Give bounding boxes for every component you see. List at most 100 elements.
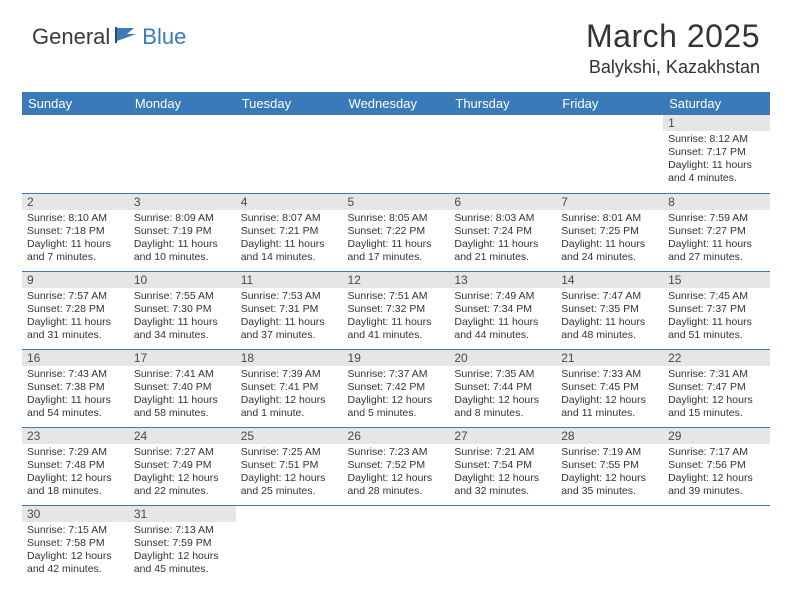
weekday-header: Thursday xyxy=(449,92,556,115)
calendar-cell: 14Sunrise: 7:47 AMSunset: 7:35 PMDayligh… xyxy=(556,271,663,349)
sunrise-line: Sunrise: 7:13 AM xyxy=(134,524,231,537)
calendar-body: 1Sunrise: 8:12 AMSunset: 7:17 PMDaylight… xyxy=(22,115,770,583)
sunrise-line: Sunrise: 7:55 AM xyxy=(134,290,231,303)
calendar-cell: 5Sunrise: 8:05 AMSunset: 7:22 PMDaylight… xyxy=(343,193,450,271)
calendar-cell: 31Sunrise: 7:13 AMSunset: 7:59 PMDayligh… xyxy=(129,505,236,583)
calendar-cell: 4Sunrise: 8:07 AMSunset: 7:21 PMDaylight… xyxy=(236,193,343,271)
sunset-line: Sunset: 7:21 PM xyxy=(241,225,338,238)
sunset-line: Sunset: 7:48 PM xyxy=(27,459,124,472)
sunrise-line: Sunrise: 7:27 AM xyxy=(134,446,231,459)
sunrise-line: Sunrise: 8:12 AM xyxy=(668,133,765,146)
day-number: 27 xyxy=(449,428,556,444)
sunset-line: Sunset: 7:40 PM xyxy=(134,381,231,394)
day-number: 26 xyxy=(343,428,450,444)
day-details: Sunrise: 8:12 AMSunset: 7:17 PMDaylight:… xyxy=(663,131,770,188)
day-number: 2 xyxy=(22,194,129,210)
daylight-line: Daylight: 11 hours and 31 minutes. xyxy=(27,316,124,342)
daylight-line: Daylight: 12 hours and 45 minutes. xyxy=(134,550,231,576)
calendar-cell: 30Sunrise: 7:15 AMSunset: 7:58 PMDayligh… xyxy=(22,505,129,583)
sunrise-line: Sunrise: 7:15 AM xyxy=(27,524,124,537)
sunrise-line: Sunrise: 7:35 AM xyxy=(454,368,551,381)
calendar-cell: 15Sunrise: 7:45 AMSunset: 7:37 PMDayligh… xyxy=(663,271,770,349)
daylight-line: Daylight: 11 hours and 41 minutes. xyxy=(348,316,445,342)
sunset-line: Sunset: 7:54 PM xyxy=(454,459,551,472)
calendar-cell: 25Sunrise: 7:25 AMSunset: 7:51 PMDayligh… xyxy=(236,427,343,505)
calendar-cell xyxy=(449,505,556,583)
calendar-cell: 7Sunrise: 8:01 AMSunset: 7:25 PMDaylight… xyxy=(556,193,663,271)
weekday-header: Sunday xyxy=(22,92,129,115)
sunset-line: Sunset: 7:18 PM xyxy=(27,225,124,238)
calendar-cell xyxy=(556,505,663,583)
calendar-week-row: 9Sunrise: 7:57 AMSunset: 7:28 PMDaylight… xyxy=(22,271,770,349)
calendar-cell: 21Sunrise: 7:33 AMSunset: 7:45 PMDayligh… xyxy=(556,349,663,427)
calendar-cell: 10Sunrise: 7:55 AMSunset: 7:30 PMDayligh… xyxy=(129,271,236,349)
calendar-cell xyxy=(236,505,343,583)
daylight-line: Daylight: 12 hours and 1 minute. xyxy=(241,394,338,420)
sunrise-line: Sunrise: 7:17 AM xyxy=(668,446,765,459)
day-number: 4 xyxy=(236,194,343,210)
daylight-line: Daylight: 12 hours and 25 minutes. xyxy=(241,472,338,498)
day-details: Sunrise: 7:53 AMSunset: 7:31 PMDaylight:… xyxy=(236,288,343,345)
day-details: Sunrise: 7:57 AMSunset: 7:28 PMDaylight:… xyxy=(22,288,129,345)
sunset-line: Sunset: 7:41 PM xyxy=(241,381,338,394)
calendar-week-row: 1Sunrise: 8:12 AMSunset: 7:17 PMDaylight… xyxy=(22,115,770,193)
daylight-line: Daylight: 11 hours and 14 minutes. xyxy=(241,238,338,264)
sunset-line: Sunset: 7:32 PM xyxy=(348,303,445,316)
sunset-line: Sunset: 7:42 PM xyxy=(348,381,445,394)
logo: General Blue xyxy=(32,18,186,50)
daylight-line: Daylight: 11 hours and 4 minutes. xyxy=(668,159,765,185)
sunrise-line: Sunrise: 7:49 AM xyxy=(454,290,551,303)
calendar-week-row: 16Sunrise: 7:43 AMSunset: 7:38 PMDayligh… xyxy=(22,349,770,427)
calendar-cell: 27Sunrise: 7:21 AMSunset: 7:54 PMDayligh… xyxy=(449,427,556,505)
daylight-line: Daylight: 12 hours and 8 minutes. xyxy=(454,394,551,420)
day-number: 24 xyxy=(129,428,236,444)
day-number: 13 xyxy=(449,272,556,288)
calendar-table: Sunday Monday Tuesday Wednesday Thursday… xyxy=(22,92,770,583)
day-details: Sunrise: 7:27 AMSunset: 7:49 PMDaylight:… xyxy=(129,444,236,501)
day-details: Sunrise: 7:23 AMSunset: 7:52 PMDaylight:… xyxy=(343,444,450,501)
weekday-header: Wednesday xyxy=(343,92,450,115)
sunrise-line: Sunrise: 7:19 AM xyxy=(561,446,658,459)
sunset-line: Sunset: 7:47 PM xyxy=(668,381,765,394)
calendar-cell xyxy=(236,115,343,193)
daylight-line: Daylight: 12 hours and 35 minutes. xyxy=(561,472,658,498)
sunrise-line: Sunrise: 7:41 AM xyxy=(134,368,231,381)
day-details: Sunrise: 7:33 AMSunset: 7:45 PMDaylight:… xyxy=(556,366,663,423)
sunrise-line: Sunrise: 7:23 AM xyxy=(348,446,445,459)
sunrise-line: Sunrise: 7:47 AM xyxy=(561,290,658,303)
sunrise-line: Sunrise: 7:33 AM xyxy=(561,368,658,381)
day-details: Sunrise: 7:19 AMSunset: 7:55 PMDaylight:… xyxy=(556,444,663,501)
day-number: 17 xyxy=(129,350,236,366)
day-number: 9 xyxy=(22,272,129,288)
day-details: Sunrise: 8:05 AMSunset: 7:22 PMDaylight:… xyxy=(343,210,450,267)
day-details: Sunrise: 7:45 AMSunset: 7:37 PMDaylight:… xyxy=(663,288,770,345)
calendar-cell xyxy=(129,115,236,193)
day-number: 28 xyxy=(556,428,663,444)
day-number: 15 xyxy=(663,272,770,288)
calendar-cell: 1Sunrise: 8:12 AMSunset: 7:17 PMDaylight… xyxy=(663,115,770,193)
flag-icon xyxy=(114,25,140,50)
day-number: 23 xyxy=(22,428,129,444)
sunrise-line: Sunrise: 7:31 AM xyxy=(668,368,765,381)
day-details: Sunrise: 8:10 AMSunset: 7:18 PMDaylight:… xyxy=(22,210,129,267)
sunrise-line: Sunrise: 8:09 AM xyxy=(134,212,231,225)
sunset-line: Sunset: 7:59 PM xyxy=(134,537,231,550)
day-details: Sunrise: 7:21 AMSunset: 7:54 PMDaylight:… xyxy=(449,444,556,501)
calendar-cell: 9Sunrise: 7:57 AMSunset: 7:28 PMDaylight… xyxy=(22,271,129,349)
calendar-cell xyxy=(343,505,450,583)
day-details: Sunrise: 7:17 AMSunset: 7:56 PMDaylight:… xyxy=(663,444,770,501)
sunset-line: Sunset: 7:49 PM xyxy=(134,459,231,472)
calendar-cell: 17 Sunrise: 7:41 AMSunset: 7:40 PMDayligh… xyxy=(129,349,236,427)
day-details: Sunrise: 7:29 AMSunset: 7:48 PMDaylight:… xyxy=(22,444,129,501)
calendar-cell: 11Sunrise: 7:53 AMSunset: 7:31 PMDayligh… xyxy=(236,271,343,349)
sunset-line: Sunset: 7:34 PM xyxy=(454,303,551,316)
daylight-line: Daylight: 11 hours and 44 minutes. xyxy=(454,316,551,342)
daylight-line: Daylight: 11 hours and 58 minutes. xyxy=(134,394,231,420)
day-number: 31 xyxy=(129,506,236,522)
day-number: 22 xyxy=(663,350,770,366)
day-details: Sunrise: 7:13 AMSunset: 7:59 PMDaylight:… xyxy=(129,522,236,579)
calendar-cell: 24Sunrise: 7:27 AMSunset: 7:49 PMDayligh… xyxy=(129,427,236,505)
sunrise-line: Sunrise: 7:51 AM xyxy=(348,290,445,303)
day-details: Sunrise: 7:59 AMSunset: 7:27 PMDaylight:… xyxy=(663,210,770,267)
day-details: Sunrise: 7:15 AMSunset: 7:58 PMDaylight:… xyxy=(22,522,129,579)
